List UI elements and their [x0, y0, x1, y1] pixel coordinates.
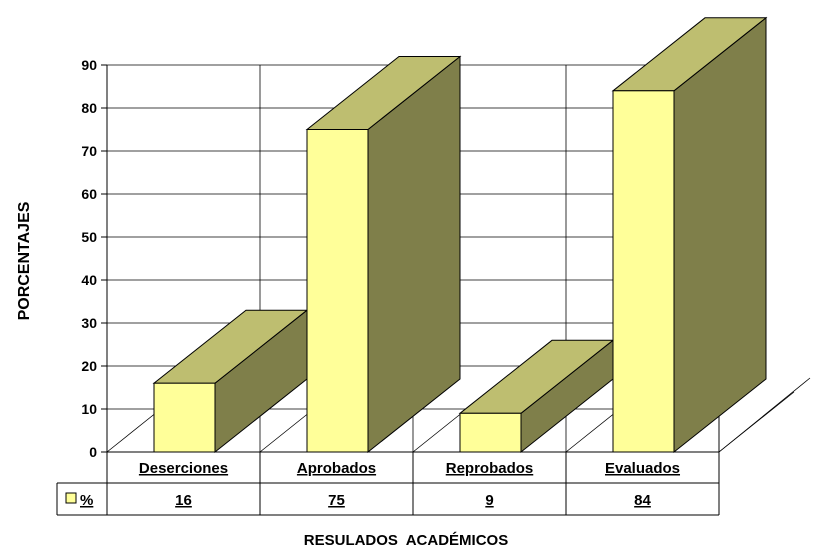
- category-label: Evaluados: [605, 460, 680, 477]
- y-tick-label: 80: [81, 100, 97, 116]
- bar-aprobados: [305, 55, 462, 454]
- category-label: Deserciones: [139, 460, 228, 477]
- y-tick-label: 30: [81, 315, 97, 331]
- bar-evaluados: [611, 16, 768, 454]
- bar-front-face: [612, 90, 675, 453]
- category-label: Aprobados: [297, 460, 376, 477]
- y-tick-label: 50: [81, 229, 97, 245]
- data-table: Deserciones 16 Aprobados 75 Reprobados 9 Evalu…: [56, 452, 720, 516]
- y-ticks: 0 10 20 30 40 50 60 70 80 90: [81, 57, 107, 460]
- y-tick-label: 90: [81, 57, 97, 73]
- category-label: Reprobados: [446, 460, 534, 477]
- y-tick-label: 70: [81, 143, 97, 159]
- y-tick-label: 20: [81, 358, 97, 374]
- bar-front-face: [306, 129, 369, 453]
- floor-right-edge: [718, 377, 811, 453]
- y-tick-label: 10: [81, 401, 97, 417]
- y-tick-label: 0: [89, 444, 97, 460]
- bar-deserciones: [152, 309, 309, 454]
- bar-front-face: [153, 382, 216, 453]
- legend-label: %: [80, 492, 93, 509]
- bar-side-face: [673, 16, 767, 454]
- legend-swatch: [65, 492, 77, 504]
- data-label: 9: [485, 492, 493, 509]
- x-axis-label: RESULADOS ACADÉMICOS: [304, 532, 508, 549]
- data-label: 75: [328, 492, 345, 509]
- data-label: 16: [175, 492, 192, 509]
- y-axis-label: PORCENTAJES: [16, 201, 33, 320]
- y-tick-label: 40: [81, 272, 97, 288]
- bar-front-face: [459, 412, 522, 453]
- bar-reprobados: [458, 339, 615, 454]
- data-label: 84: [634, 492, 651, 509]
- y-tick-label: 60: [81, 186, 97, 202]
- bars: [152, 16, 768, 454]
